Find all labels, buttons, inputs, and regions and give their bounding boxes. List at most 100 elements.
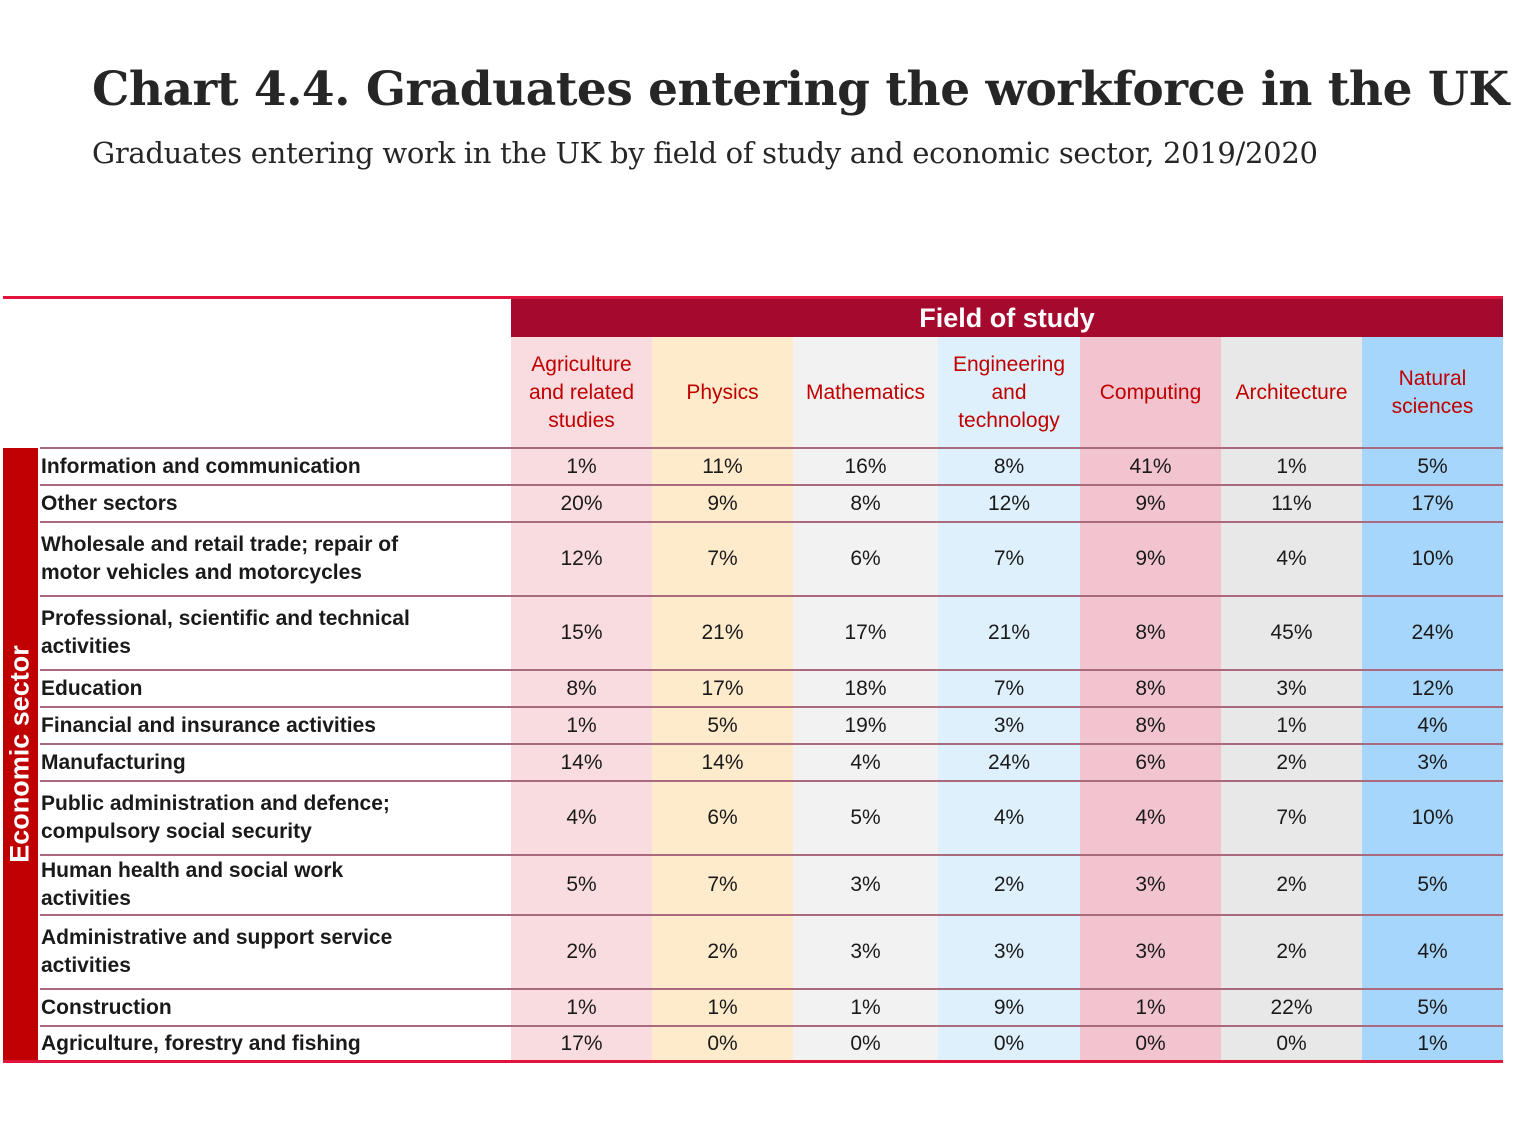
table-cell: 3% bbox=[1135, 873, 1166, 896]
table-cell: 0% bbox=[850, 1031, 881, 1055]
table-cell: 4% bbox=[993, 806, 1025, 829]
table-cell: 21% bbox=[701, 621, 744, 644]
row-label: Information and communication bbox=[41, 454, 361, 478]
table-cell: 5% bbox=[1417, 454, 1448, 478]
table-cell: 1% bbox=[566, 713, 597, 737]
column-background bbox=[1221, 337, 1362, 1060]
row-divider bbox=[40, 484, 1503, 486]
row-label: Other sectors bbox=[41, 491, 178, 515]
row-label: Human health and social work activities bbox=[41, 859, 344, 910]
table-cell: 5% bbox=[850, 806, 881, 829]
chart-title: Chart 4.4. Graduates entering the workfo… bbox=[92, 62, 1509, 117]
row-label: Financial and insurance activities bbox=[41, 713, 376, 737]
table-cell: 11% bbox=[702, 454, 743, 478]
chart-subtitle: Graduates entering work in the UK by fie… bbox=[92, 136, 1318, 170]
table-cell: 10% bbox=[1411, 806, 1454, 829]
table-cell: 4% bbox=[850, 750, 881, 774]
table-cell: 4% bbox=[566, 806, 597, 829]
column-background bbox=[652, 337, 793, 1060]
table-cell: 6% bbox=[707, 806, 738, 829]
table-cell: 15% bbox=[560, 621, 603, 644]
row-label: Construction bbox=[41, 995, 172, 1019]
table-cell: 41% bbox=[1129, 454, 1172, 478]
row-divider bbox=[40, 669, 1503, 671]
table-cell: 2% bbox=[1276, 940, 1307, 963]
table-cell: 45% bbox=[1270, 621, 1313, 644]
table-cell: 2% bbox=[1276, 750, 1307, 774]
table-cell: 1% bbox=[1276, 454, 1307, 478]
table-cell: 6% bbox=[1135, 750, 1166, 774]
table-cell: 7% bbox=[993, 676, 1025, 700]
economic-sector-bar bbox=[3, 448, 38, 1060]
table-cell: 2% bbox=[1276, 873, 1307, 896]
row-divider bbox=[40, 595, 1503, 597]
row-divider bbox=[40, 706, 1503, 708]
row-divider bbox=[40, 447, 1503, 449]
table-cell: 9% bbox=[1135, 547, 1166, 570]
column-header-text: Engineering and technology bbox=[952, 352, 1066, 432]
table-cell: 4% bbox=[1276, 547, 1307, 570]
column-header-text: Architecture bbox=[1235, 380, 1348, 404]
table-cell: 0% bbox=[707, 1031, 738, 1055]
column-header: Architecture bbox=[1221, 337, 1362, 448]
table-cell: 8% bbox=[1135, 676, 1166, 700]
table-cell: 17% bbox=[560, 1031, 603, 1055]
table-cell: 7% bbox=[993, 547, 1025, 570]
table-cell: 3% bbox=[850, 873, 881, 896]
column-header-text: Physics bbox=[686, 380, 759, 404]
table-cell: 1% bbox=[566, 995, 597, 1019]
row-divider bbox=[40, 988, 1503, 990]
column-header-text: Mathematics bbox=[805, 380, 926, 404]
table-cell: 0% bbox=[993, 1031, 1025, 1055]
column-header-text: Agriculture and related studies bbox=[528, 352, 635, 432]
column-header-text: Computing bbox=[1099, 380, 1202, 404]
row-divider bbox=[40, 1025, 1503, 1027]
column-header: Engineering and technology bbox=[938, 337, 1080, 448]
field-of-study-label: Field of study bbox=[919, 302, 1095, 333]
column-header: Agriculture and related studies bbox=[511, 337, 652, 448]
table-cell: 10% bbox=[1411, 547, 1454, 570]
economic-sector-label: Economic sector bbox=[4, 645, 35, 863]
row-label: Public administration and defence; compul… bbox=[41, 792, 390, 843]
row-divider bbox=[40, 854, 1503, 856]
table-cell: 3% bbox=[993, 713, 1025, 737]
table-cell: 1% bbox=[1135, 995, 1166, 1019]
table-cell: 8% bbox=[850, 491, 881, 515]
table-cell: 17% bbox=[844, 621, 887, 644]
table-cell: 2% bbox=[566, 940, 597, 963]
table-cell: 24% bbox=[987, 750, 1031, 774]
row-divider bbox=[40, 743, 1503, 745]
column-header: Mathematics bbox=[793, 337, 938, 448]
column-header: Physics bbox=[652, 337, 793, 448]
column-background bbox=[938, 337, 1080, 1060]
table-cell: 9% bbox=[993, 995, 1025, 1019]
row-divider bbox=[40, 914, 1503, 916]
table-cell: 3% bbox=[850, 940, 881, 963]
table-cell: 1% bbox=[566, 454, 597, 478]
column-header-text: Natural sciences bbox=[1391, 366, 1474, 418]
column-background bbox=[793, 337, 938, 1060]
table-cell: 3% bbox=[1276, 676, 1307, 700]
row-divider bbox=[40, 521, 1503, 523]
table-cell: 5% bbox=[566, 873, 597, 896]
top-rule bbox=[3, 296, 1503, 299]
table-cell: 4% bbox=[1135, 806, 1166, 829]
row-label: Professional, scientific and technical ac… bbox=[41, 607, 410, 658]
table-cell: 11% bbox=[1271, 491, 1312, 515]
table-cell: 1% bbox=[1276, 713, 1307, 737]
table-cell: 6% bbox=[850, 547, 881, 570]
table-cell: 4% bbox=[1417, 713, 1448, 737]
row-label: Agriculture, forestry and fishing bbox=[41, 1031, 361, 1055]
table-cell: 22% bbox=[1270, 995, 1313, 1019]
bottom-rule bbox=[3, 1060, 1503, 1063]
column-header: Computing bbox=[1080, 337, 1221, 448]
table-cell: 5% bbox=[1417, 995, 1448, 1019]
table-cell: 20% bbox=[560, 491, 603, 515]
table-cell: 8% bbox=[566, 676, 597, 700]
table-cell: 24% bbox=[1411, 621, 1454, 644]
table-cell: 7% bbox=[707, 547, 738, 570]
row-label: Wholesale and retail trade; repair of mot… bbox=[41, 533, 399, 584]
row-divider bbox=[40, 780, 1503, 782]
table-cell: 12% bbox=[987, 491, 1031, 515]
column-background bbox=[511, 337, 652, 1060]
